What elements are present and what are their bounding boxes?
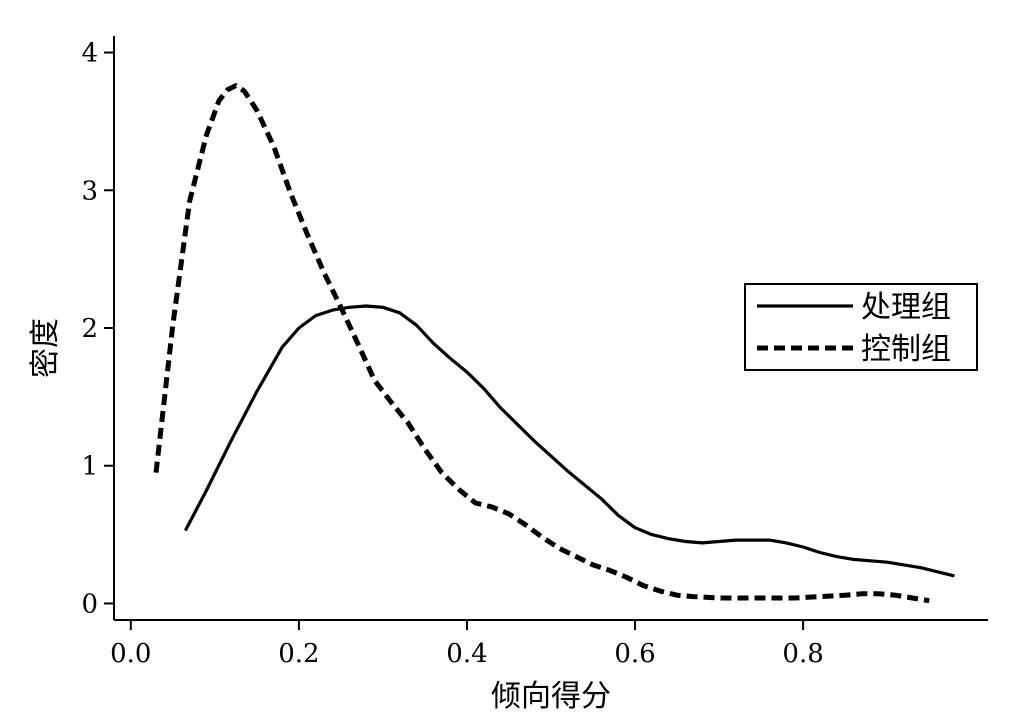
legend-box: [744, 283, 978, 371]
legend-label-2: 控制组: [861, 332, 951, 367]
x-tick-label: 0.0: [110, 639, 151, 669]
y-tick-label: 1: [81, 452, 98, 482]
y-tick-label: 2: [81, 314, 98, 344]
x-tick-label: 0.8: [782, 639, 823, 669]
x-tick-label: 0.2: [278, 639, 319, 669]
y-axis-title: 密度: [28, 318, 63, 378]
axes: 0.0 0.2 0.4 0.6 0.8 0 1 2 3 4: [81, 36, 988, 669]
x-ticks: 0.0 0.2 0.4 0.6 0.8: [110, 620, 824, 669]
x-tick-label: 0.4: [446, 639, 487, 669]
x-tick-label: 0.6: [614, 639, 655, 669]
y-tick-label: 4: [81, 39, 98, 69]
y-tick-label: 3: [81, 176, 98, 206]
series-line-1: [183, 304, 955, 578]
series-line-2: [153, 83, 930, 604]
x-axis-title: 倾向得分: [491, 679, 611, 714]
legend-label-1: 处理组: [861, 290, 951, 325]
y-ticks: 0 1 2 3 4: [81, 39, 114, 619]
series-layer: [153, 83, 955, 604]
y-tick-label: 0: [81, 589, 98, 619]
